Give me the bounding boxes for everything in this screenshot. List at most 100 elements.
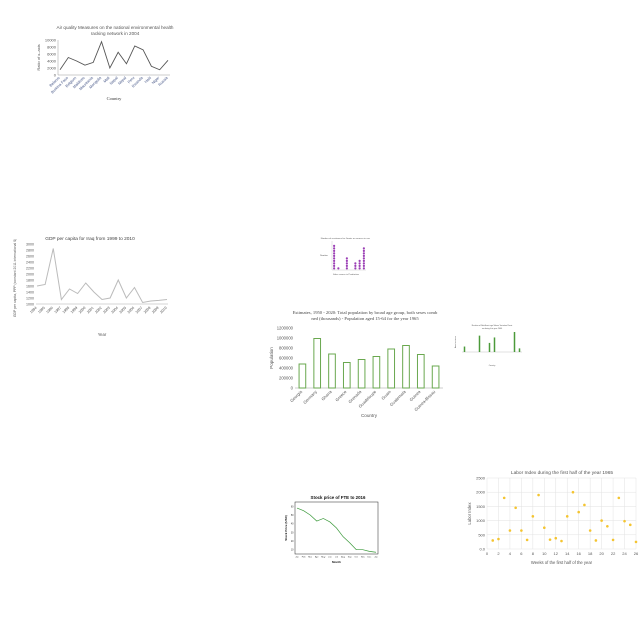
data-point <box>333 259 336 262</box>
y-tick-label: 40 <box>291 523 294 526</box>
data-point <box>502 496 506 500</box>
x-tick-label: Guam <box>380 389 392 401</box>
data-point <box>358 259 361 262</box>
data-point <box>565 515 569 518</box>
data-point <box>362 259 365 262</box>
x-tick-label: 12 <box>554 551 559 556</box>
y-tick-label: 2200 <box>26 267 34 271</box>
bar <box>328 353 336 389</box>
y-tick-label: 60 <box>291 505 294 508</box>
x-axis-label: Year <box>98 332 107 337</box>
x-axis-label: Country <box>361 413 378 418</box>
y-tick-label: 1200 <box>26 297 34 301</box>
x-tick-label: Greece <box>334 389 348 403</box>
air-quality-chart-svg: Air quality Measures on the national env… <box>36 25 174 101</box>
x-tick-label: Haiti <box>144 76 152 84</box>
x-tick-label: Germany <box>302 389 318 405</box>
y-tick-label: 800000 <box>279 346 294 351</box>
data-point <box>345 262 348 265</box>
y-axis-label: Labor Index <box>467 502 472 525</box>
chart-title: Labor Index during the first half of the… <box>511 470 613 476</box>
stock-price-chart-svg: Stock price of FTE to 2016 60 50 40 30 20 10 Ja… <box>284 495 379 564</box>
x-tick-label: 2007 <box>135 306 143 314</box>
x-tick-label: 2005 <box>119 306 127 314</box>
y-tick-label: 1000 <box>476 518 486 523</box>
y-axis-label: Asset revisions <box>454 336 457 348</box>
chart-title: GDP per capita for Iraq from 1999 to 201… <box>45 236 135 242</box>
air-quality-chart: Air quality Measures on the national env… <box>30 20 180 105</box>
data-point <box>354 262 357 265</box>
x-tick-label: Dec <box>367 557 372 559</box>
y-tick-label: 2000 <box>476 490 486 495</box>
x-tick-label: Jan <box>295 557 299 559</box>
data-point <box>362 249 365 252</box>
x-tick-label: Peru <box>127 76 136 85</box>
y-tick-label: 1200000 <box>277 326 294 331</box>
data-point <box>531 515 535 518</box>
y-tick-label: 20 <box>291 540 294 543</box>
y-tick-label: 200000 <box>279 376 294 381</box>
population-bar-chart: Estimates, 1950 - 2020: Total population… <box>265 305 465 420</box>
data-point <box>333 252 336 255</box>
x-tick-label: Sep <box>348 557 353 559</box>
x-tick-label: 2004 <box>110 306 118 314</box>
asset-revision-bar-chart: Number of Net Asset age Values Variation… <box>452 322 524 370</box>
y-tick-label: 1000000 <box>277 336 294 341</box>
y-axis-label: GDP per capita, PPP (constant 2011 inter… <box>13 239 17 317</box>
data-point <box>337 267 340 270</box>
data-point <box>354 264 357 267</box>
data-point <box>577 510 580 514</box>
data-point <box>497 537 500 541</box>
y-tick-label: 2500 <box>476 476 486 481</box>
data-point <box>520 529 523 532</box>
data-point <box>543 526 546 529</box>
y-axis-label: Ratio of x–axis <box>36 44 41 70</box>
stock-price-chart: Stock price of FTE to 2016 60 50 40 30 20 10 Ja… <box>283 494 383 570</box>
y-tick-label: 1400 <box>26 291 34 295</box>
x-tick-label: 1996 <box>45 306 53 314</box>
x-tick-label: 1999 <box>70 306 78 314</box>
data-point <box>508 529 512 532</box>
y-tick-label: 2000 <box>47 66 57 71</box>
y-tick-label: 2400 <box>26 261 34 265</box>
y-tick-label: 3000 <box>26 243 34 247</box>
population-bar-chart-svg: Estimates, 1950 - 2020: Total population… <box>269 310 443 418</box>
x-tick-label: Jan <box>374 557 378 559</box>
x-tick-label: 2000 <box>78 306 86 314</box>
y-tick-label: 1500 <box>476 504 486 509</box>
y-tick-label: 10000 <box>45 38 57 43</box>
y-tick-label: 1800 <box>26 279 34 283</box>
x-tick-label: 1994 <box>29 306 37 314</box>
x-tick-label: Jul <box>335 557 338 559</box>
x-tick-label: 2009 <box>151 306 159 314</box>
series-line <box>36 248 168 304</box>
bar <box>488 342 491 352</box>
x-axis-label: Sales source in Production <box>333 273 360 276</box>
data-point <box>362 252 365 255</box>
data-point <box>628 523 632 527</box>
x-tick-label: Feb <box>302 557 307 559</box>
x-tick-label: Nepal <box>109 76 119 86</box>
data-point <box>548 538 552 541</box>
x-tick-label: 4 <box>509 551 512 556</box>
series-line <box>296 507 377 553</box>
x-tick-label: 26 <box>634 551 639 556</box>
data-point <box>362 262 365 265</box>
x-tick-label: Nov <box>361 557 366 559</box>
bar <box>416 354 425 389</box>
y-axis-label: Population <box>269 347 274 369</box>
data-point <box>354 267 357 270</box>
x-axis-label: Country <box>489 364 496 367</box>
data-point <box>333 254 336 257</box>
x-tick-label: Oct <box>355 556 359 559</box>
x-tick-label: 10 <box>542 551 547 556</box>
data-point <box>560 539 563 543</box>
bar <box>463 346 466 352</box>
x-tick-label: Aug <box>341 556 346 559</box>
y-tick-label: 30 <box>291 531 294 534</box>
x-tick-label: May <box>321 557 326 559</box>
data-point <box>345 267 348 270</box>
series-line <box>59 40 169 71</box>
data-point <box>333 244 336 247</box>
x-tick-label: Jun <box>328 557 332 559</box>
